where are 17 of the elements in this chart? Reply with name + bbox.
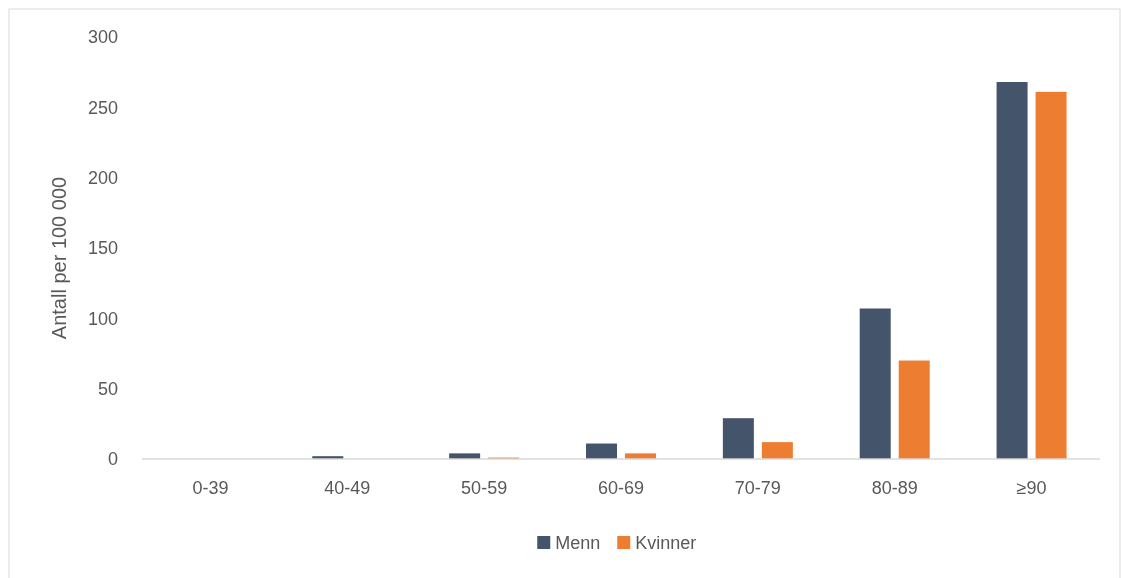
y-tick-label: 200 [87, 167, 118, 188]
y-axis-title: Antall per 100 000 [48, 176, 70, 340]
legend-label: Kvinner [635, 533, 697, 554]
y-tick-label: 100 [87, 308, 118, 329]
x-tick-label: 80-89 [871, 478, 918, 499]
y-tick-label: 0 [107, 449, 118, 470]
x-tick-label: 60-69 [597, 478, 645, 499]
y-tick-label: 150 [87, 238, 118, 259]
x-tick-label: ≥90 [1016, 478, 1047, 499]
x-tick-label: 50-59 [461, 478, 508, 499]
y-tick-label: 300 [87, 27, 118, 48]
y-tick-label: 250 [87, 97, 118, 118]
x-tick-label: 0-39 [192, 478, 229, 499]
legend-label: Menn [555, 533, 601, 554]
y-tick-label: 50 [97, 378, 118, 399]
x-tick-label: 40-49 [324, 478, 371, 499]
x-tick-label: 70-79 [734, 478, 781, 499]
